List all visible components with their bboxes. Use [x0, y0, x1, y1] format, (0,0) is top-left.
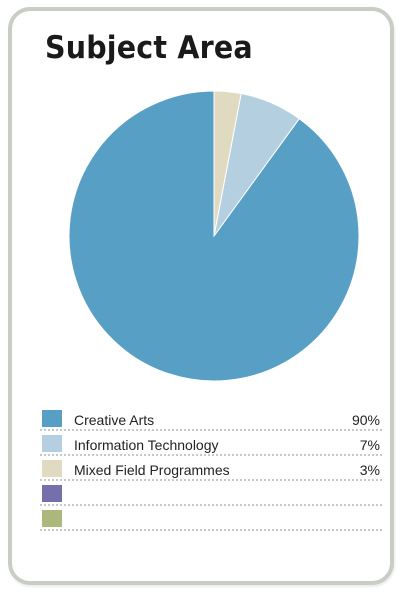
legend-label: Information Technology	[74, 437, 219, 453]
legend-label: Mixed Field Programmes	[74, 462, 230, 478]
legend: Creative Arts 90% Information Technology…	[40, 406, 382, 531]
legend-swatch	[42, 460, 62, 477]
legend-swatch	[42, 435, 62, 452]
legend-item-creative-arts: Creative Arts 90%	[40, 406, 382, 431]
chart-title: Subject Area	[45, 30, 253, 66]
legend-item-empty	[40, 506, 382, 531]
legend-value: 3%	[359, 462, 380, 478]
legend-item-empty	[40, 481, 382, 506]
legend-value: 7%	[359, 437, 380, 453]
legend-swatch-empty	[42, 510, 62, 527]
legend-swatch-empty	[42, 485, 62, 502]
legend-label: Creative Arts	[74, 412, 155, 428]
legend-swatch	[42, 410, 62, 427]
pie-slice-mixed-field-programmes	[213, 90, 242, 237]
legend-item-mixed-field-programmes: Mixed Field Programmes 3%	[40, 456, 382, 481]
legend-item-information-technology: Information Technology 7%	[40, 431, 382, 456]
legend-value: 90%	[351, 412, 380, 428]
